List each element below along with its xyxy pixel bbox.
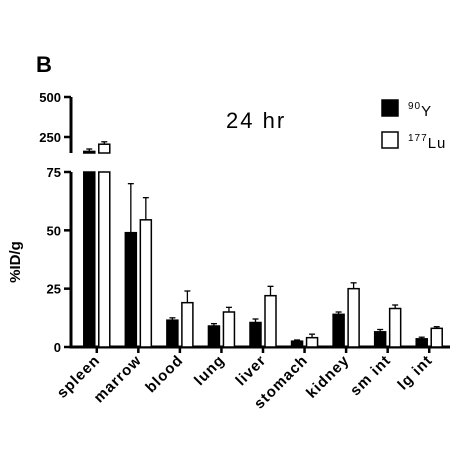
panel-label: B [36,52,52,77]
y-tick-label: 0 [54,340,61,355]
y-tick-label: 50 [47,223,61,238]
tick-labels: 0 25 50 75 250 500 [39,90,431,355]
bar-90y [207,325,221,348]
timepoint-annotation: 24 hr [226,108,286,133]
bar-90y-upper [83,150,96,154]
bar-177lu [305,336,319,348]
legend-label-177lu: 177Lu [408,133,446,152]
bar-90y [415,338,428,348]
category-label: kidney [303,352,353,402]
legend: 90Y 177Lu [381,99,446,152]
bar-90y [249,321,262,348]
bar-177lu [430,327,443,348]
bar-177lu [264,294,277,348]
bar-90y [290,340,304,348]
category-label: lg int [394,352,436,394]
bar-90y [166,319,179,348]
error-bars [86,141,440,342]
category-label: lung [191,352,228,389]
category-label: sm int [347,352,395,400]
bar-90y [332,313,345,348]
y-axis-label: %ID/g [7,241,24,283]
bar-90y [124,231,138,348]
bar-177lu [98,171,111,348]
bar-90y [373,331,387,348]
bar-177lu [139,219,153,348]
bar-177lu [388,307,402,348]
category-label: blood [142,352,186,396]
bar-177lu [347,287,360,348]
bar-177lu [222,311,236,348]
category-label: liver [232,352,269,389]
legend-swatch-177lu [381,131,399,149]
y-tick-label: 25 [47,282,61,297]
bar-177lu [181,301,194,348]
legend-label-90y: 90Y [408,101,432,120]
bars [83,143,443,348]
y-tick-label: 250 [39,130,61,145]
y-tick-label: 500 [39,90,61,105]
legend-swatch-90y [381,99,399,117]
y-tick-label: 75 [47,165,61,180]
bar-177lu-upper [98,143,111,154]
bar-90y [83,171,96,348]
